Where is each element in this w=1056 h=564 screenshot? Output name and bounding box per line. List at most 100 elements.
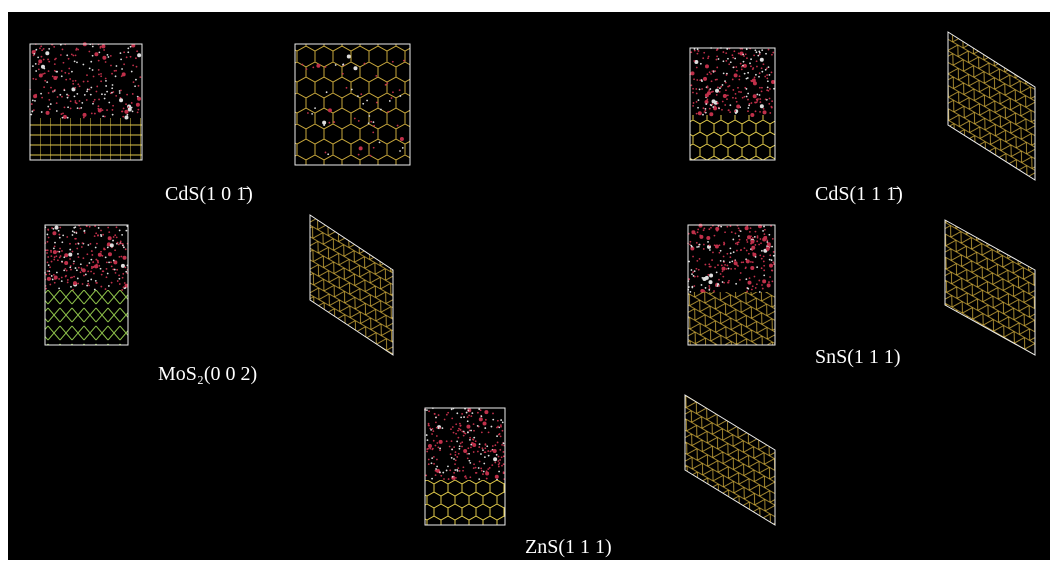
atom <box>41 56 43 58</box>
atom <box>433 463 435 465</box>
atom <box>712 252 714 254</box>
atom <box>694 276 696 278</box>
atom <box>446 440 448 442</box>
atom <box>436 459 438 461</box>
atom <box>732 97 734 99</box>
atom <box>102 109 104 111</box>
atom <box>114 70 116 72</box>
background <box>8 12 1050 560</box>
atom <box>87 270 89 272</box>
atom <box>738 91 740 93</box>
atom <box>763 110 767 114</box>
atom <box>444 419 446 421</box>
atom <box>711 80 713 82</box>
atom <box>744 96 746 98</box>
atom <box>63 62 65 64</box>
atom <box>710 73 712 75</box>
atom <box>117 280 119 282</box>
atom <box>126 56 128 58</box>
atom <box>483 421 487 425</box>
atom <box>768 49 770 51</box>
atom <box>450 453 452 455</box>
atom <box>98 227 100 229</box>
atom <box>77 83 79 85</box>
atom <box>500 419 502 421</box>
atom <box>728 268 730 270</box>
atom <box>78 256 80 258</box>
atom <box>403 60 405 62</box>
atom <box>761 284 763 286</box>
atom <box>386 82 388 84</box>
atom <box>86 285 88 287</box>
atom <box>94 113 96 115</box>
atom <box>376 102 378 104</box>
atom <box>52 75 54 77</box>
atom <box>498 456 500 458</box>
slab <box>45 290 128 345</box>
atom <box>472 439 474 441</box>
atom <box>703 229 705 231</box>
atom <box>91 113 93 115</box>
atom <box>499 433 501 435</box>
atom <box>428 424 430 426</box>
atom <box>100 251 102 253</box>
atom <box>354 118 356 120</box>
atom <box>735 112 737 114</box>
atom <box>84 94 86 96</box>
atom <box>761 258 763 260</box>
atom <box>725 82 727 84</box>
atom <box>457 430 459 432</box>
atom <box>734 58 736 60</box>
atom <box>77 253 79 255</box>
atom <box>747 241 749 243</box>
atom <box>732 54 734 56</box>
atom <box>719 91 721 93</box>
atom <box>460 443 462 445</box>
atom <box>473 430 475 432</box>
atom <box>745 266 747 268</box>
atom <box>101 274 103 276</box>
atom <box>772 52 774 54</box>
atom <box>706 73 708 75</box>
atom <box>735 97 737 99</box>
atom <box>132 110 134 112</box>
atom <box>698 111 702 115</box>
atom <box>43 86 45 88</box>
atom <box>477 451 479 453</box>
atom <box>92 103 94 105</box>
atom <box>39 74 43 78</box>
atom <box>490 450 492 452</box>
atom <box>488 455 490 457</box>
atom <box>110 55 112 57</box>
atom <box>709 71 711 73</box>
atom <box>45 288 47 290</box>
atom <box>49 108 51 110</box>
atom <box>425 475 427 477</box>
atom <box>119 230 121 232</box>
atom <box>121 264 125 268</box>
atom <box>61 75 63 77</box>
atom <box>711 91 713 93</box>
atom <box>472 443 476 447</box>
atom <box>436 427 438 429</box>
atom <box>484 447 486 449</box>
atom <box>501 456 503 458</box>
atom <box>754 276 756 278</box>
atom <box>32 65 34 67</box>
atom <box>53 274 55 276</box>
atom <box>493 449 497 453</box>
atom <box>734 260 736 262</box>
atom <box>447 412 449 414</box>
atom <box>78 267 80 269</box>
atom <box>690 51 692 53</box>
atom <box>462 466 464 468</box>
atom <box>431 478 433 480</box>
atom <box>500 424 502 426</box>
atom <box>51 261 53 263</box>
atom <box>453 458 455 460</box>
atom <box>729 111 731 113</box>
atom <box>400 137 404 141</box>
atom <box>712 70 714 72</box>
atom <box>737 244 739 246</box>
atom <box>455 423 457 425</box>
